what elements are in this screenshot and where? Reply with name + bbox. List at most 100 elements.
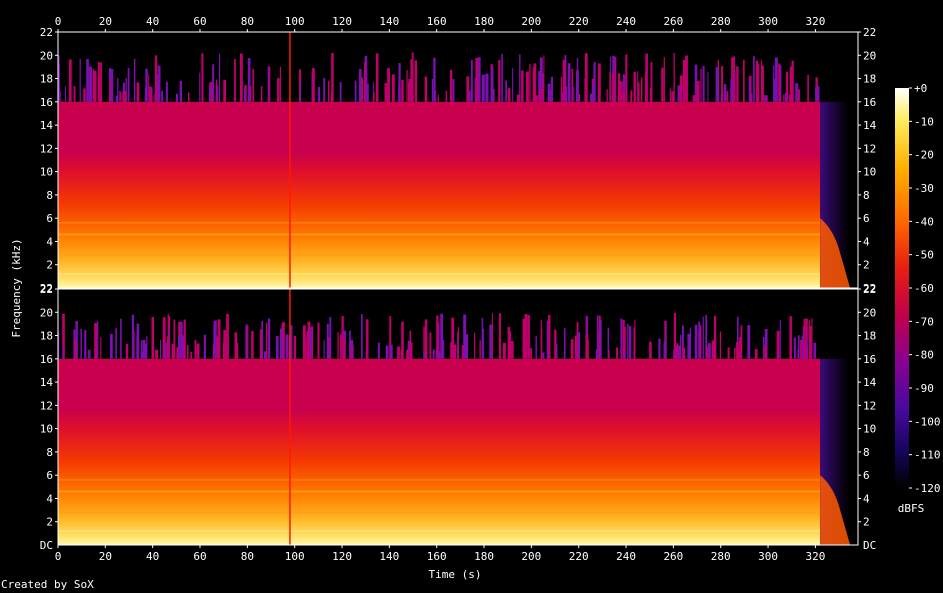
hf-burst bbox=[512, 68, 514, 102]
y-tick-label: 6 bbox=[46, 212, 53, 225]
hf-burst bbox=[676, 343, 679, 359]
y-tick-label: 20 bbox=[40, 49, 53, 62]
x-tick-label: 20 bbox=[99, 550, 112, 563]
hf-burst bbox=[331, 53, 334, 102]
hf-burst bbox=[753, 55, 755, 102]
hf-burst bbox=[526, 71, 529, 102]
hf-burst bbox=[491, 313, 493, 359]
hf-burst bbox=[624, 350, 626, 359]
hf-burst bbox=[268, 66, 271, 102]
hf-burst bbox=[775, 57, 778, 102]
y-tick-label: 20 bbox=[40, 306, 53, 319]
hf-burst bbox=[574, 335, 578, 359]
y-tick-label: 6 bbox=[863, 212, 870, 225]
hf-burst bbox=[633, 72, 636, 102]
hf-burst bbox=[457, 327, 459, 359]
hf-burst bbox=[145, 68, 148, 102]
hf-burst bbox=[145, 343, 147, 359]
hf-burst bbox=[466, 334, 469, 359]
hf-burst bbox=[406, 69, 408, 102]
hf-burst bbox=[97, 76, 100, 102]
hf-burst bbox=[312, 68, 315, 102]
hf-burst bbox=[519, 54, 521, 102]
colorbar-tick-label: -100 bbox=[914, 415, 941, 428]
hf-burst bbox=[280, 341, 284, 359]
y-tick-label: 20 bbox=[863, 49, 876, 62]
hf-burst bbox=[260, 86, 263, 102]
hf-burst bbox=[702, 316, 704, 359]
hf-burst bbox=[251, 331, 254, 359]
hf-burst bbox=[747, 325, 751, 359]
channel-2-plot bbox=[57, 288, 859, 546]
x-tick-label: 260 bbox=[663, 550, 683, 563]
hf-burst bbox=[507, 326, 511, 359]
hf-burst bbox=[577, 332, 581, 359]
hf-burst bbox=[326, 323, 329, 359]
colorbar-tick-label: -70 bbox=[914, 315, 934, 328]
colorbar-tick-label: -20 bbox=[914, 149, 934, 162]
hf-burst bbox=[391, 74, 395, 102]
hf-burst bbox=[216, 336, 219, 359]
hf-burst bbox=[550, 76, 553, 102]
plot-frame bbox=[57, 31, 859, 289]
hf-burst bbox=[527, 315, 530, 359]
high-frequency-texture bbox=[58, 312, 817, 359]
hf-burst bbox=[323, 340, 325, 359]
hf-burst bbox=[92, 68, 94, 102]
x-tick-label: 60 bbox=[193, 15, 206, 28]
hf-burst bbox=[554, 329, 557, 359]
x-tick-label: 280 bbox=[711, 15, 731, 28]
hf-burst bbox=[800, 340, 803, 359]
hf-burst bbox=[219, 53, 221, 102]
hf-burst bbox=[674, 324, 676, 359]
harmonic-band bbox=[58, 478, 821, 481]
hf-burst bbox=[522, 318, 525, 359]
hf-burst bbox=[425, 350, 428, 359]
hf-burst bbox=[733, 71, 735, 102]
hf-burst bbox=[188, 92, 190, 102]
hf-burst bbox=[734, 347, 736, 359]
hf-burst bbox=[682, 325, 684, 359]
hf-burst bbox=[573, 87, 575, 102]
y-tick-label: 4 bbox=[863, 492, 870, 505]
hf-burst bbox=[564, 328, 566, 359]
hf-burst bbox=[807, 74, 809, 102]
hf-burst bbox=[791, 60, 794, 102]
hf-burst bbox=[713, 339, 717, 359]
x-tick-label: 60 bbox=[193, 550, 206, 563]
hf-burst bbox=[723, 84, 727, 102]
hf-burst bbox=[706, 346, 710, 359]
hf-burst bbox=[308, 345, 311, 359]
hf-burst bbox=[530, 348, 533, 359]
hf-burst bbox=[613, 56, 617, 102]
hf-burst bbox=[303, 338, 307, 359]
hf-burst bbox=[252, 68, 255, 102]
hf-burst bbox=[727, 347, 730, 359]
hf-burst bbox=[452, 79, 455, 102]
hf-burst bbox=[62, 346, 64, 359]
x-tick-label: 220 bbox=[569, 15, 589, 28]
hf-burst bbox=[803, 318, 805, 359]
hf-burst bbox=[785, 71, 789, 102]
hf-burst bbox=[627, 323, 629, 359]
y-tick-label: 22 bbox=[863, 283, 876, 296]
hf-burst bbox=[120, 318, 122, 359]
y-tick-label: 10 bbox=[863, 423, 876, 436]
hf-burst bbox=[397, 346, 400, 359]
x-tick-label: 320 bbox=[805, 15, 825, 28]
hf-burst bbox=[190, 351, 193, 359]
y-tick-label: 22 bbox=[863, 282, 876, 295]
hf-burst bbox=[764, 329, 768, 359]
hf-burst bbox=[125, 77, 127, 102]
hf-burst bbox=[178, 335, 180, 359]
hf-burst bbox=[475, 57, 479, 102]
hf-burst bbox=[680, 334, 682, 359]
hf-burst bbox=[180, 321, 183, 359]
hf-burst bbox=[367, 83, 369, 102]
hf-burst bbox=[731, 57, 735, 102]
hf-burst bbox=[79, 58, 81, 102]
hf-burst bbox=[622, 74, 626, 102]
hf-burst bbox=[68, 59, 72, 102]
hf-burst bbox=[423, 351, 426, 359]
hf-burst bbox=[398, 63, 401, 102]
